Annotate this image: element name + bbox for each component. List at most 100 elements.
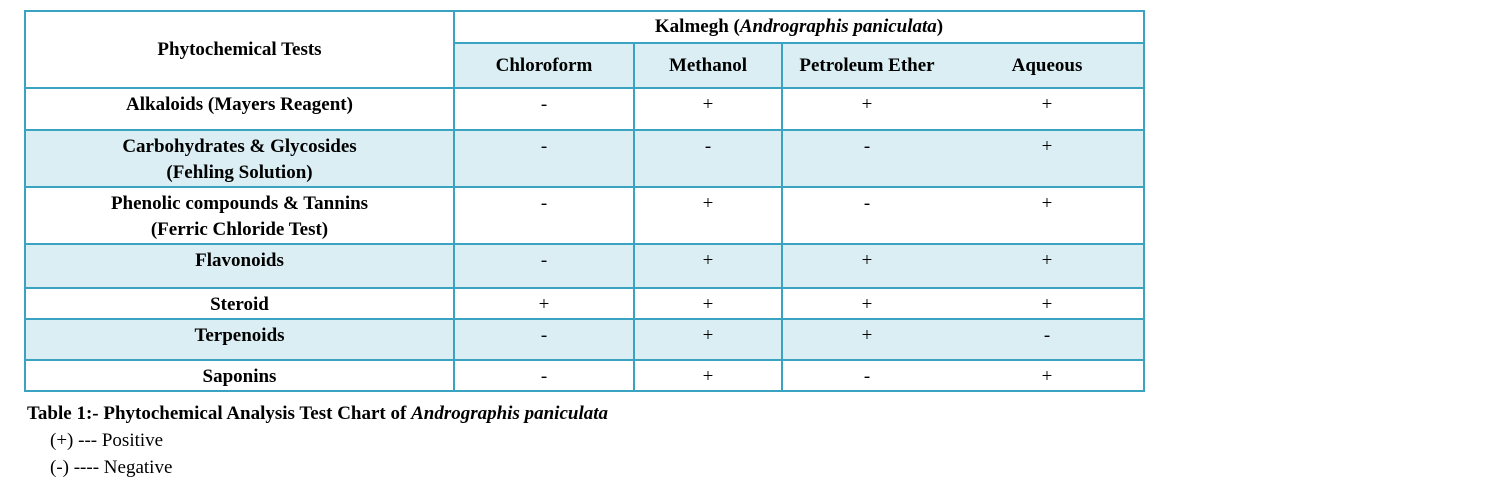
test-cell: Carbohydrates & Glycosides (Fehling Solut…	[24, 129, 455, 188]
header-cell: Chloroform	[453, 42, 635, 89]
result-value: +	[702, 294, 714, 315]
result-cell: +	[951, 186, 1146, 245]
legend-text: --- Positive	[78, 430, 164, 451]
result-cell: +	[453, 287, 635, 320]
header-row: Chloroform Methanol Petroleum Ether Aqueous	[25, 42, 1146, 89]
test-name: Flavonoids	[195, 250, 284, 271]
result-cell: +	[633, 243, 783, 289]
data-row: Alkaloids (Mayers Reagent) - + + +	[24, 87, 1146, 131]
result-value: +	[1041, 294, 1053, 315]
test-name: Carbohydrates & Glycosides	[122, 136, 357, 157]
result-cell: -	[453, 186, 635, 245]
table-body: Phytochemical Tests Kalmegh (Andrographis…	[24, 10, 1146, 392]
result-cell: +	[633, 359, 783, 392]
result-cell: +	[951, 287, 1146, 320]
result-cell: -	[453, 318, 635, 361]
header-cell: Methanol	[633, 42, 783, 89]
header-text: Kalmegh (	[654, 16, 740, 37]
result-cell: -	[951, 318, 1146, 361]
legend-item: (-) ---- Negative	[50, 455, 172, 481]
result-cell: +	[951, 129, 1146, 188]
result-cell: +	[781, 243, 951, 289]
solvent-label: Methanol	[668, 54, 748, 76]
test-cell: Phenolic compounds & Tannins (Ferric Chlo…	[24, 186, 455, 245]
result-cell: +	[633, 87, 783, 131]
test-name: Alkaloids (Mayers Reagent)	[126, 94, 353, 115]
solvent-label: Petroleum Ether	[799, 54, 935, 76]
legend-symbol: (-)	[50, 457, 69, 478]
result-cell: +	[951, 359, 1146, 392]
result-value: +	[1041, 136, 1053, 157]
result-value: +	[702, 94, 714, 115]
result-cell: -	[453, 359, 635, 392]
solvent-label: Aqueous	[1011, 54, 1083, 76]
data-row: Saponins - + - +	[24, 359, 1146, 392]
test-name: Saponins	[202, 366, 277, 387]
result-value: -	[1043, 325, 1051, 346]
result-value: -	[540, 136, 548, 157]
result-value: -	[540, 94, 548, 115]
result-value: -	[863, 193, 871, 214]
result-cell: -	[781, 129, 951, 188]
solvent-label: Chloroform	[495, 54, 593, 76]
test-name: (Fehling Solution)	[166, 162, 313, 183]
result-value: +	[861, 250, 873, 271]
result-value: +	[861, 94, 873, 115]
test-cell: Flavonoids	[24, 243, 455, 289]
result-value: -	[704, 136, 712, 157]
result-value: -	[540, 193, 548, 214]
result-value: -	[863, 366, 871, 387]
result-value: +	[1041, 366, 1053, 387]
result-cell: +	[633, 186, 783, 245]
test-cell: Terpenoids	[24, 318, 455, 361]
test-name: Terpenoids	[194, 325, 285, 346]
data-row: Flavonoids - + + +	[24, 243, 1146, 289]
test-name: Steroid	[210, 294, 269, 315]
legend-text: ---- Negative	[73, 457, 173, 478]
test-name: (Ferric Chloride Test)	[150, 219, 329, 240]
header-cell: Kalmegh (Andrographis paniculata)	[452, 10, 1146, 44]
header-text: Phytochemical Tests	[157, 38, 322, 60]
result-cell: +	[781, 87, 951, 131]
result-value: +	[1041, 250, 1053, 271]
header-cell: Phytochemical Tests	[24, 10, 455, 89]
result-cell: -	[633, 129, 783, 188]
test-name: Phenolic compounds & Tannins	[110, 193, 369, 214]
result-value: -	[540, 325, 548, 346]
result-cell: +	[633, 287, 783, 320]
test-cell: Steroid	[24, 287, 455, 320]
result-value: +	[702, 250, 714, 271]
result-value: +	[702, 193, 714, 214]
result-cell: -	[453, 129, 635, 188]
data-row: Phenolic compounds & Tannins (Ferric Chlo…	[24, 186, 1146, 245]
result-cell: +	[951, 87, 1146, 131]
result-cell: -	[453, 87, 635, 131]
data-row: Terpenoids - + + -	[24, 318, 1146, 361]
header-text: )	[936, 16, 944, 37]
result-value: +	[861, 294, 873, 315]
caption-text: Table 1:- Phytochemical Analysis Test Ch…	[27, 403, 412, 424]
caption-italic: Andrographis paniculata	[411, 403, 608, 424]
result-value: -	[863, 136, 871, 157]
header-cell: Petroleum Ether	[781, 42, 951, 89]
result-value: +	[1041, 193, 1053, 214]
result-cell: +	[633, 318, 783, 361]
result-cell: +	[781, 318, 951, 361]
legend-item: (+) --- Positive	[50, 428, 163, 454]
result-cell: -	[781, 359, 951, 392]
data-row: Steroid + + + +	[24, 287, 1146, 320]
test-cell: Saponins	[24, 359, 455, 392]
result-cell: +	[951, 243, 1146, 289]
result-cell: -	[781, 186, 951, 245]
result-cell: -	[453, 243, 635, 289]
result-value: -	[540, 250, 548, 271]
result-value: +	[702, 325, 714, 346]
legend-symbol: (+)	[50, 430, 74, 451]
result-value: +	[702, 366, 714, 387]
result-value: +	[1041, 94, 1053, 115]
header-cell: Aqueous	[951, 42, 1146, 89]
data-row: Carbohydrates & Glycosides (Fehling Solut…	[24, 129, 1146, 188]
results-table: Phytochemical Tests Kalmegh (Andrographis…	[24, 10, 1146, 392]
result-cell: +	[781, 287, 951, 320]
